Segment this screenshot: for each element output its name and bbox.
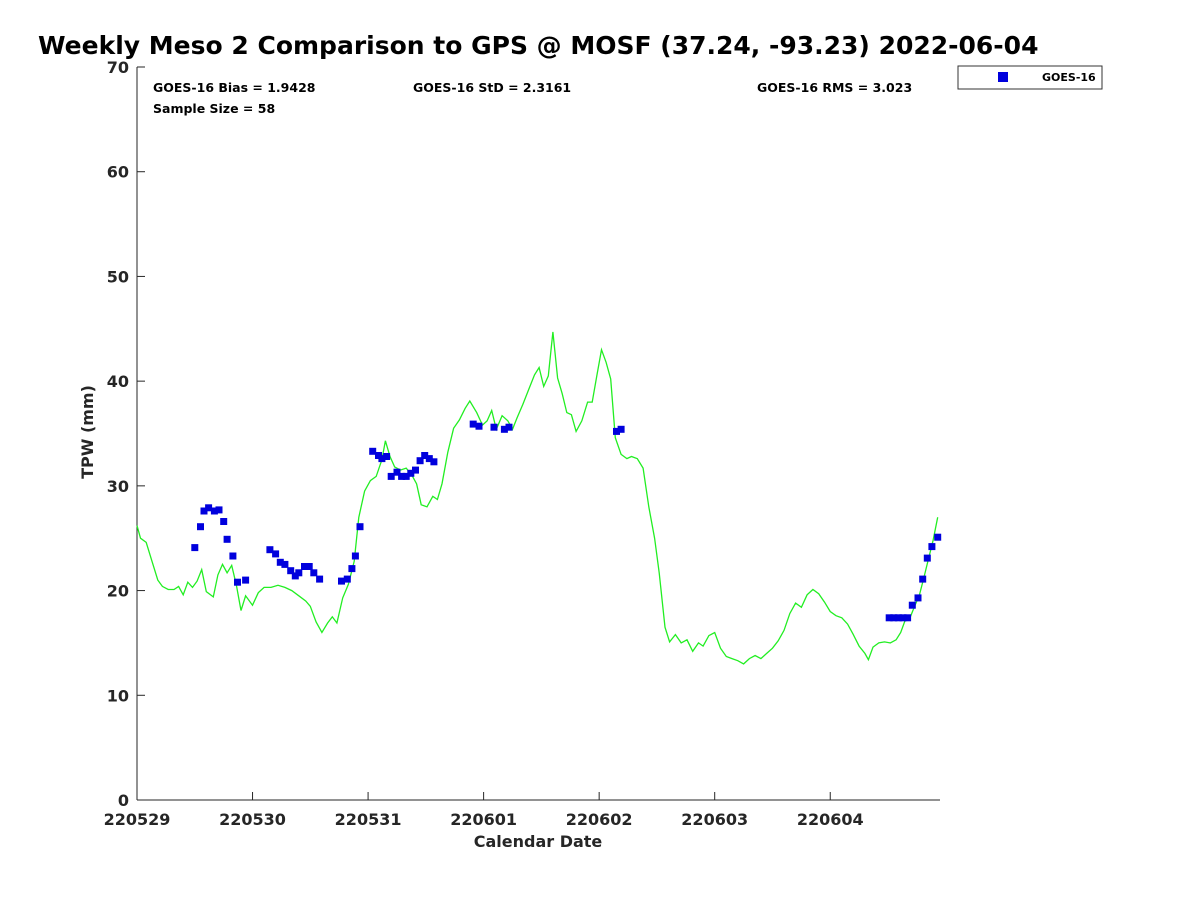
y-tick-label: 10 (107, 686, 129, 705)
goes16-point (407, 469, 415, 477)
x-axis: 220529 220530 220531 220601 220602 220603 2206… (104, 792, 864, 829)
y-tick-label: 40 (107, 372, 129, 391)
goes16-point (310, 569, 318, 577)
x-tick-label: 220531 (335, 810, 402, 829)
x-tick-label: 220603 (681, 810, 748, 829)
x-tick-label: 220530 (219, 810, 286, 829)
goes16-point (197, 523, 204, 531)
goes16-point (421, 452, 429, 459)
goes16-point (210, 507, 218, 515)
goes16-point (234, 578, 241, 586)
goes16-point (242, 576, 250, 584)
goes16-point (890, 614, 898, 622)
goes16-point (276, 558, 284, 566)
goes16-point (281, 560, 289, 568)
goes16-point (316, 575, 324, 583)
goes16-point (934, 533, 942, 541)
goes16-point (505, 423, 513, 431)
goes16-point (338, 577, 345, 585)
goes16-point (348, 565, 356, 573)
rms-stat: GOES-16 RMS = 3.023 (757, 80, 912, 95)
goes16-point (425, 455, 433, 463)
goes16-point (287, 567, 295, 575)
goes16-point (398, 472, 406, 480)
goes16-point (191, 544, 199, 552)
goes16-point (343, 575, 351, 583)
goes16-point (393, 468, 401, 476)
goes16-point (928, 543, 936, 551)
legend: GOES-16 (957, 65, 1103, 90)
goes16-point (914, 594, 922, 602)
goes16-point (613, 427, 620, 435)
gps-line (136, 331, 939, 665)
y-tick-label: 30 (107, 477, 129, 496)
gps-line-series (136, 331, 939, 665)
bias-stat: GOES-16 Bias = 1.9428 (153, 80, 315, 95)
y-axis-label: TPW (mm) (78, 385, 97, 479)
y-axis: 0 10 20 30 40 50 60 70 (107, 58, 145, 810)
goes16-point (430, 458, 438, 466)
goes16-point (305, 563, 313, 570)
legend-box (957, 65, 1103, 90)
goes16-point (416, 457, 424, 465)
goes16-point (412, 466, 419, 474)
goes16-point (475, 422, 483, 430)
goes16-point (919, 575, 927, 583)
goes16-point (229, 552, 237, 560)
goes16-point (617, 425, 625, 433)
x-tick-label: 220604 (797, 810, 864, 829)
chart-title: Weekly Meso 2 Comparison to GPS @ MOSF (… (38, 31, 1038, 60)
goes16-point (272, 550, 280, 558)
x-tick-label: 220601 (450, 810, 517, 829)
legend-marker-goes16 (998, 72, 1008, 82)
x-tick-label: 220602 (566, 810, 633, 829)
y-tick-label: 50 (107, 267, 129, 286)
std-stat: GOES-16 StD = 2.3161 (413, 80, 571, 95)
goes16-point (369, 447, 377, 455)
plot-frame (136, 67, 940, 801)
goes16-point (904, 614, 912, 622)
goes16-point (223, 535, 231, 543)
goes16-point (894, 614, 902, 622)
goes16-point (923, 554, 931, 562)
x-tick-label: 220529 (104, 810, 171, 829)
y-tick-label: 60 (107, 163, 129, 182)
goes16-point (220, 518, 228, 525)
legend-label-goes16: GOES-16 (1042, 71, 1096, 84)
goes16-point (899, 614, 907, 622)
goes16-point (205, 504, 213, 512)
goes16-point (500, 425, 508, 433)
goes16-point (490, 423, 498, 431)
goes16-scatter-series (191, 420, 942, 622)
y-tick-label: 20 (107, 582, 129, 601)
goes16-point (295, 569, 303, 577)
sample-size-stat: Sample Size = 58 (153, 101, 275, 116)
goes16-point (908, 601, 916, 609)
goes16-point (356, 523, 364, 531)
goes16-point (383, 453, 391, 460)
goes16-point (301, 563, 308, 570)
y-tick-label: 0 (118, 791, 129, 810)
goes16-point (387, 472, 395, 480)
goes16-point (200, 507, 208, 515)
goes16-point (885, 614, 893, 622)
goes16-point (378, 455, 386, 463)
goes16-point (469, 420, 477, 428)
goes16-point (266, 546, 274, 554)
y-tick-label: 70 (107, 58, 129, 77)
x-axis-label: Calendar Date (474, 832, 603, 851)
goes16-point (215, 506, 223, 514)
goes16-point (402, 472, 410, 480)
goes16-point (351, 552, 359, 560)
